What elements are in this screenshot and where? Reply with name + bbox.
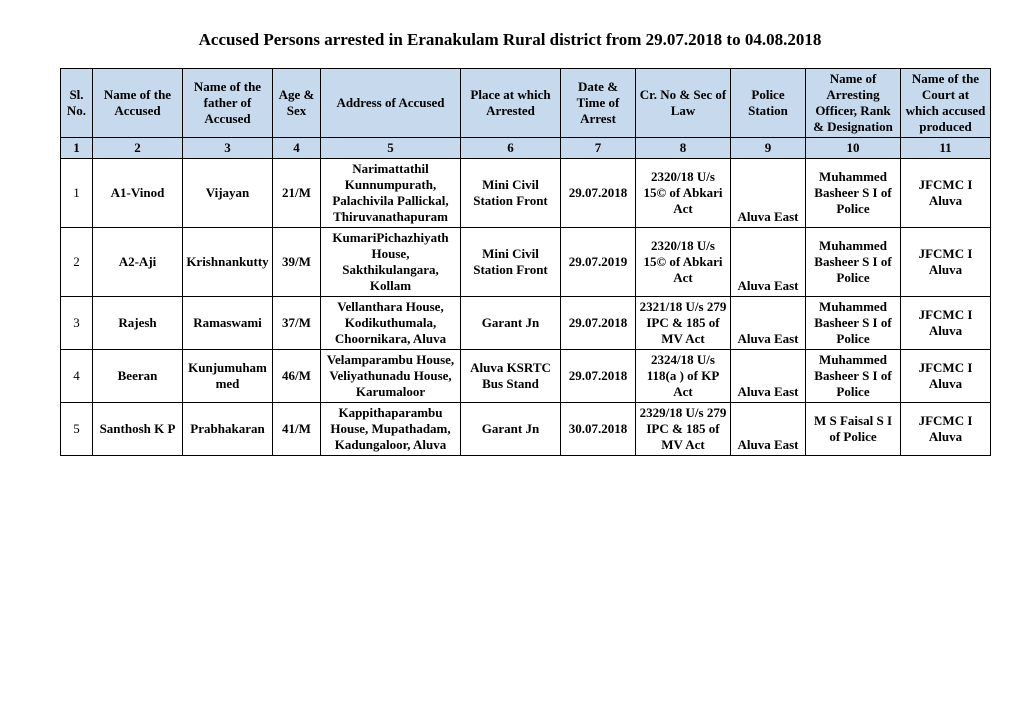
cell-place: Mini Civil Station Front <box>461 228 561 297</box>
cell-crno: 2329/18 U/s 279 IPC & 185 of MV Act <box>636 403 731 456</box>
cell-father: Ramaswami <box>183 297 273 350</box>
cell-officer: Muhammed Basheer S I of Police <box>806 228 901 297</box>
cell-date: 29.07.2018 <box>561 159 636 228</box>
cell-officer: M S Faisal S I of Police <box>806 403 901 456</box>
col-father: Name of the father of Accused <box>183 69 273 138</box>
colnum: 11 <box>901 138 991 159</box>
cell-name: A2-Aji <box>93 228 183 297</box>
cell-father: Kunjumuhammed <box>183 350 273 403</box>
colnum: 9 <box>731 138 806 159</box>
cell-date: 29.07.2019 <box>561 228 636 297</box>
cell-age: 39/M <box>273 228 321 297</box>
cell-sl: 5 <box>61 403 93 456</box>
col-sl: Sl. No. <box>61 69 93 138</box>
cell-address: KumariPichazhiyath House, Sakthikulangar… <box>321 228 461 297</box>
col-officer: Name of Arresting Officer, Rank & Design… <box>806 69 901 138</box>
col-court: Name of the Court at which accused produ… <box>901 69 991 138</box>
cell-officer: Muhammed Basheer S I of Police <box>806 350 901 403</box>
cell-station: Aluva East <box>731 297 806 350</box>
cell-age: 46/M <box>273 350 321 403</box>
table-row: 1 A1-Vinod Vijayan 21/M Narimattathil Ku… <box>61 159 991 228</box>
col-name: Name of the Accused <box>93 69 183 138</box>
cell-court: JFCMC I Aluva <box>901 350 991 403</box>
table-row: 3 Rajesh Ramaswami 37/M Vellanthara Hous… <box>61 297 991 350</box>
colnum: 1 <box>61 138 93 159</box>
cell-date: 29.07.2018 <box>561 297 636 350</box>
colnum: 6 <box>461 138 561 159</box>
cell-name: Santhosh K P <box>93 403 183 456</box>
cell-father: Krishnankutty <box>183 228 273 297</box>
page-title: Accused Persons arrested in Eranakulam R… <box>60 30 960 50</box>
cell-officer: Muhammed Basheer S I of Police <box>806 297 901 350</box>
cell-station: Aluva East <box>731 228 806 297</box>
col-place: Place at which Arrested <box>461 69 561 138</box>
cell-place: Garant Jn <box>461 297 561 350</box>
colnum: 8 <box>636 138 731 159</box>
table-row: 4 Beeran Kunjumuhammed 46/M Velamparambu… <box>61 350 991 403</box>
cell-age: 37/M <box>273 297 321 350</box>
cell-name: Beeran <box>93 350 183 403</box>
cell-officer: Muhammed Basheer S I of Police <box>806 159 901 228</box>
table-row: 5 Santhosh K P Prabhakaran 41/M Kappitha… <box>61 403 991 456</box>
col-age: Age & Sex <box>273 69 321 138</box>
col-station: Police Station <box>731 69 806 138</box>
cell-place: Aluva KSRTC Bus Stand <box>461 350 561 403</box>
column-number-row: 1 2 3 4 5 6 7 8 9 10 11 <box>61 138 991 159</box>
colnum: 2 <box>93 138 183 159</box>
cell-date: 29.07.2018 <box>561 350 636 403</box>
cell-age: 21/M <box>273 159 321 228</box>
cell-father: Prabhakaran <box>183 403 273 456</box>
col-date: Date & Time of Arrest <box>561 69 636 138</box>
cell-name: A1-Vinod <box>93 159 183 228</box>
cell-crno: 2321/18 U/s 279 IPC & 185 of MV Act <box>636 297 731 350</box>
cell-address: Kappithaparambu House, Mupathadam, Kadun… <box>321 403 461 456</box>
cell-station: Aluva East <box>731 403 806 456</box>
cell-father: Vijayan <box>183 159 273 228</box>
arrest-table: Sl. No. Name of the Accused Name of the … <box>60 68 991 456</box>
cell-address: Narimattathil Kunnumpurath, Palachivila … <box>321 159 461 228</box>
cell-age: 41/M <box>273 403 321 456</box>
cell-court: JFCMC I Aluva <box>901 159 991 228</box>
header-row: Sl. No. Name of the Accused Name of the … <box>61 69 991 138</box>
colnum: 10 <box>806 138 901 159</box>
cell-place: Mini Civil Station Front <box>461 159 561 228</box>
table-row: 2 A2-Aji Krishnankutty 39/M KumariPichaz… <box>61 228 991 297</box>
col-address: Address of Accused <box>321 69 461 138</box>
cell-sl: 2 <box>61 228 93 297</box>
cell-crno: 2324/18 U/s 118(a ) of KP Act <box>636 350 731 403</box>
cell-station: Aluva East <box>731 350 806 403</box>
cell-court: JFCMC I Aluva <box>901 403 991 456</box>
colnum: 7 <box>561 138 636 159</box>
cell-name: Rajesh <box>93 297 183 350</box>
cell-place: Garant Jn <box>461 403 561 456</box>
colnum: 5 <box>321 138 461 159</box>
cell-court: JFCMC I Aluva <box>901 297 991 350</box>
colnum: 3 <box>183 138 273 159</box>
cell-sl: 1 <box>61 159 93 228</box>
cell-address: Vellanthara House, Kodikuthumala, Choorn… <box>321 297 461 350</box>
cell-date: 30.07.2018 <box>561 403 636 456</box>
colnum: 4 <box>273 138 321 159</box>
cell-crno: 2320/18 U/s 15© of Abkari Act <box>636 159 731 228</box>
table-body: 1 2 3 4 5 6 7 8 9 10 11 1 A1-Vinod Vijay… <box>61 138 991 456</box>
cell-sl: 4 <box>61 350 93 403</box>
cell-address: Velamparambu House, Veliyathunadu House,… <box>321 350 461 403</box>
cell-sl: 3 <box>61 297 93 350</box>
cell-court: JFCMC I Aluva <box>901 228 991 297</box>
cell-crno: 2320/18 U/s 15© of Abkari Act <box>636 228 731 297</box>
col-crno: Cr. No & Sec of Law <box>636 69 731 138</box>
cell-station: Aluva East <box>731 159 806 228</box>
